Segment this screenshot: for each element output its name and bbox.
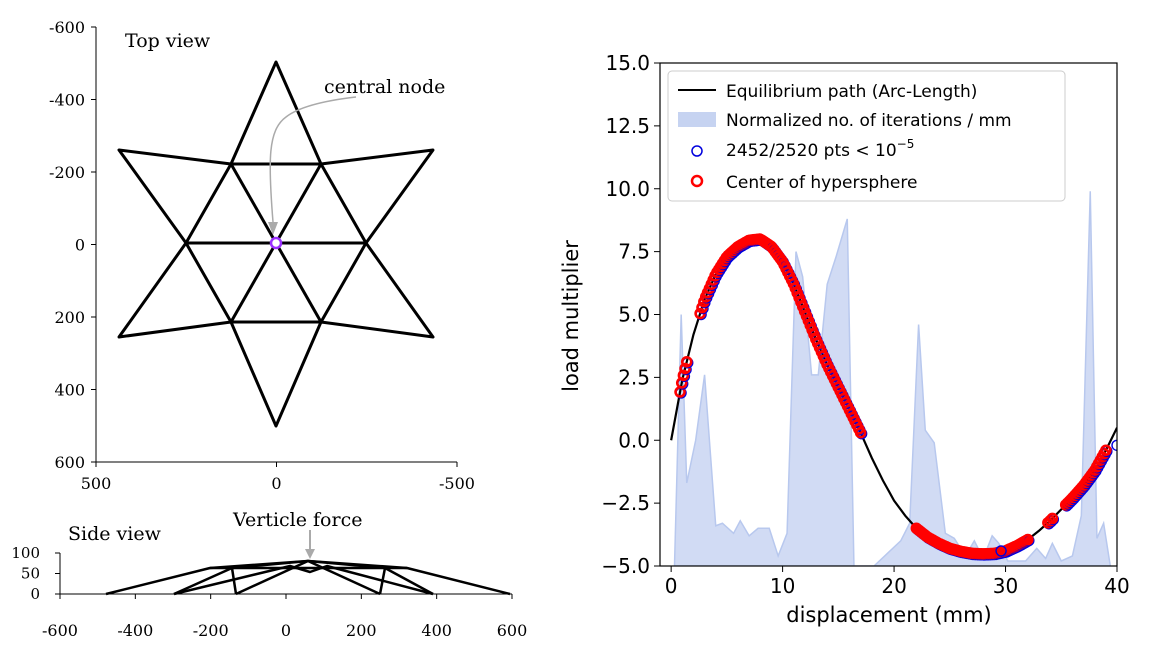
hypersphere-center-marker [677,369,690,382]
side-view-y-tick-label: 0 [30,585,40,603]
marker-layer [674,233,1117,561]
side-members-e [231,559,386,570]
truss-side-view [105,559,511,596]
side-outer-left [105,559,511,596]
hypersphere-center-marker [1100,444,1112,457]
vertical-force-arrowhead [305,549,315,559]
converged-point-marker [995,545,1007,557]
legend-label-path: Equilibrium path (Arc-Length) [726,82,977,102]
equilibrium-path-layer [670,237,1117,556]
central-node-annotation: central node [324,76,445,98]
chart-y-tick-label: 7.5 [618,240,650,264]
top-view-x-tick-label: 500 [81,474,112,493]
legend-label-center: Center of hypersphere [726,173,917,193]
side-view-y-ticks: 100 50 0 [11,544,60,603]
truss-outer-star [117,60,435,428]
side-view-y-tick-label: 50 [21,565,40,583]
chart-y-tick-label: −2.5 [601,491,650,515]
central-node-arrow [269,96,357,223]
equilibrium-path-line [670,237,1117,556]
top-view-y-tick-label: 200 [54,308,85,327]
hypersphere-center-marker [854,426,867,439]
legend-label-converged: 2452/2520 pts < 10−5 [726,137,914,161]
chart-x-tick-label: 30 [993,574,1018,598]
iterations-fill-area [673,191,1112,566]
central-node-marker [269,236,283,250]
top-view-y-tick-label: 600 [54,453,85,472]
side-view-x-tick-label: 400 [421,621,452,640]
top-view-y-tick-label: -600 [49,18,85,37]
chart-x-tick-label: 20 [881,574,906,598]
chart-x-tick-label: 0 [665,574,678,598]
top-view-x-tick-label: -500 [439,474,475,493]
side-members-d [173,564,434,596]
chart-y-tick-label: 2.5 [618,365,650,389]
side-view-x-tick-label: -400 [117,621,153,640]
chart-y-tick-label: −5.0 [601,554,650,578]
chart-x-tick-label: 10 [770,574,795,598]
top-view-x-tick-label: 0 [271,474,281,493]
side-view-y-tick-label: 100 [11,544,40,562]
top-view-x-ticks: 500 0 -500 [81,462,475,493]
chart-x-tick-label: 40 [1104,574,1129,598]
chart-x-ticks: 0 10 20 30 40 [665,566,1130,598]
chart-legend: Equilibrium path (Arc-Length) Normalized… [667,70,1066,202]
top-view-panel: -600 -400 -200 0 200 400 600 500 0 -500 Top view… [49,18,475,493]
legend-fill-swatch [678,112,716,127]
top-view-y-tick-label: 400 [54,381,85,400]
chart-y-tick-label: 5.0 [618,303,650,327]
chart-y-tick-label: 10.0 [605,177,650,201]
hypersphere-center-marker [679,362,691,375]
chart-y-tick-label: 12.5 [605,114,650,138]
top-view-y-tick-label: -400 [49,91,85,110]
chart-y-ticks: 15.0 12.5 10.0 7.5 5.0 2.5 0.0 −2.5 −5.0 [601,51,660,578]
hypersphere-center-marker [680,355,693,368]
side-view-x-tick-label: 0 [281,621,291,640]
vertical-force-annotation: Verticle force [232,509,362,531]
chart-y-tick-label: 15.0 [605,51,650,75]
hypersphere-center-marker [1046,512,1059,525]
legend-box [667,70,1066,202]
side-view-x-tick-label: -600 [42,621,78,640]
central-node-arrowhead [268,222,278,235]
side-view-x-tick-label: 600 [497,621,528,640]
side-view-x-tick-label: -200 [193,621,229,640]
chart-x-axis-label: displacement (mm) [786,603,992,627]
legend-open-circle-swatch [691,145,703,157]
top-view-title: Top view [125,30,211,52]
legend-label-iterations: Normalized no. of iterations / mm [726,111,1012,131]
converged-point-marker [1111,439,1117,451]
load-displacement-chart: 15.0 12.5 10.0 7.5 5.0 2.5 0.0 −2.5 −5.0 0 10 20 30… [559,51,1130,627]
legend-red-circle-swatch [690,174,704,188]
iterations-fill-layer [673,191,1112,566]
side-view-x-tick-label: 200 [346,621,377,640]
chart-y-tick-label: 0.0 [618,428,650,452]
top-view-y-tick-label: -200 [49,163,85,182]
top-view-y-ticks: -600 -400 -200 0 200 400 600 [49,18,96,472]
side-view-title: Side view [68,523,162,545]
top-view-y-tick-label: 0 [75,236,85,255]
side-view-x-ticks: -600 -400 -200 0 200 400 600 [42,594,527,640]
hypersphere-center-marker [1022,533,1034,546]
chart-y-axis-label: load multiplier [559,240,583,392]
